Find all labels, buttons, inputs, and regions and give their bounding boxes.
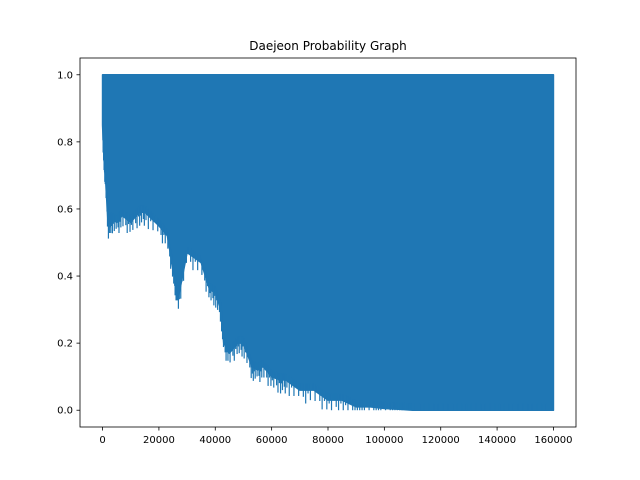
- y-tick-label: 0.4: [57, 272, 73, 283]
- y-tick-label: 0.8: [57, 137, 73, 148]
- y-tick-label: 0.0: [57, 406, 73, 417]
- plot-area: [101, 74, 555, 411]
- x-tick-label: 40000: [199, 435, 231, 446]
- x-tick-label: 80000: [312, 435, 344, 446]
- x-tick-label: 100000: [365, 435, 403, 446]
- x-tick-label: 140000: [478, 435, 516, 446]
- x-tick-label: 120000: [422, 435, 460, 446]
- axes: 0 20000 40000 60000 80000 100000 120000 140000 1…: [57, 57, 577, 446]
- chart-title: Daejeon Probability Graph: [249, 39, 407, 53]
- y-tick-label: 1.0: [57, 70, 73, 81]
- x-tick-label: 160000: [534, 435, 572, 446]
- y-tick-label: 0.6: [57, 204, 73, 215]
- x-tick-label: 20000: [143, 435, 175, 446]
- x-tick-label: 0: [99, 435, 105, 446]
- x-tick-label: 60000: [256, 435, 288, 446]
- y-tick-label: 0.2: [57, 339, 73, 350]
